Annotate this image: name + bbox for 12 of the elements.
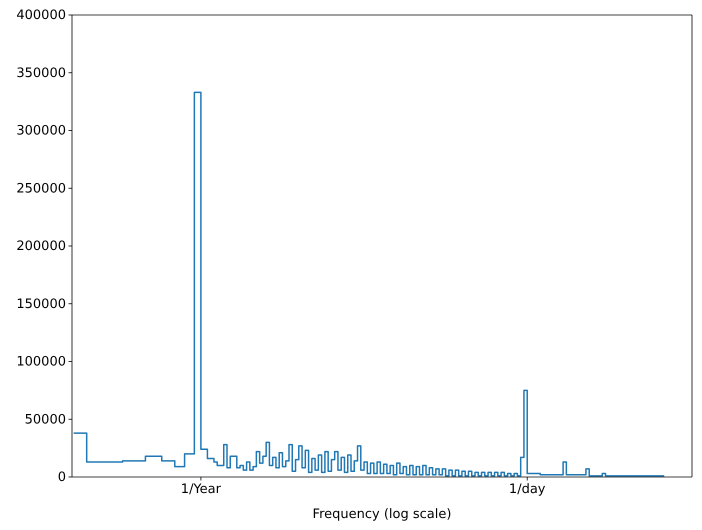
x-tick-label: 1/Year: [180, 482, 222, 497]
y-tick-label: 0: [58, 470, 66, 484]
x-axis-title: Frequency (log scale): [312, 507, 452, 522]
y-tick-label: 250000: [16, 180, 66, 196]
y-tick-label: 100000: [16, 354, 66, 369]
y-tick-label: 400000: [16, 8, 66, 22]
y-tick-label: 300000: [16, 123, 66, 138]
y-tick-label: 350000: [16, 65, 66, 80]
y-tick-label: 50000: [24, 412, 66, 427]
y-tick-label: 200000: [16, 238, 66, 254]
x-tick-label: 1/day: [508, 482, 546, 497]
y-tick-label: 150000: [16, 296, 66, 312]
